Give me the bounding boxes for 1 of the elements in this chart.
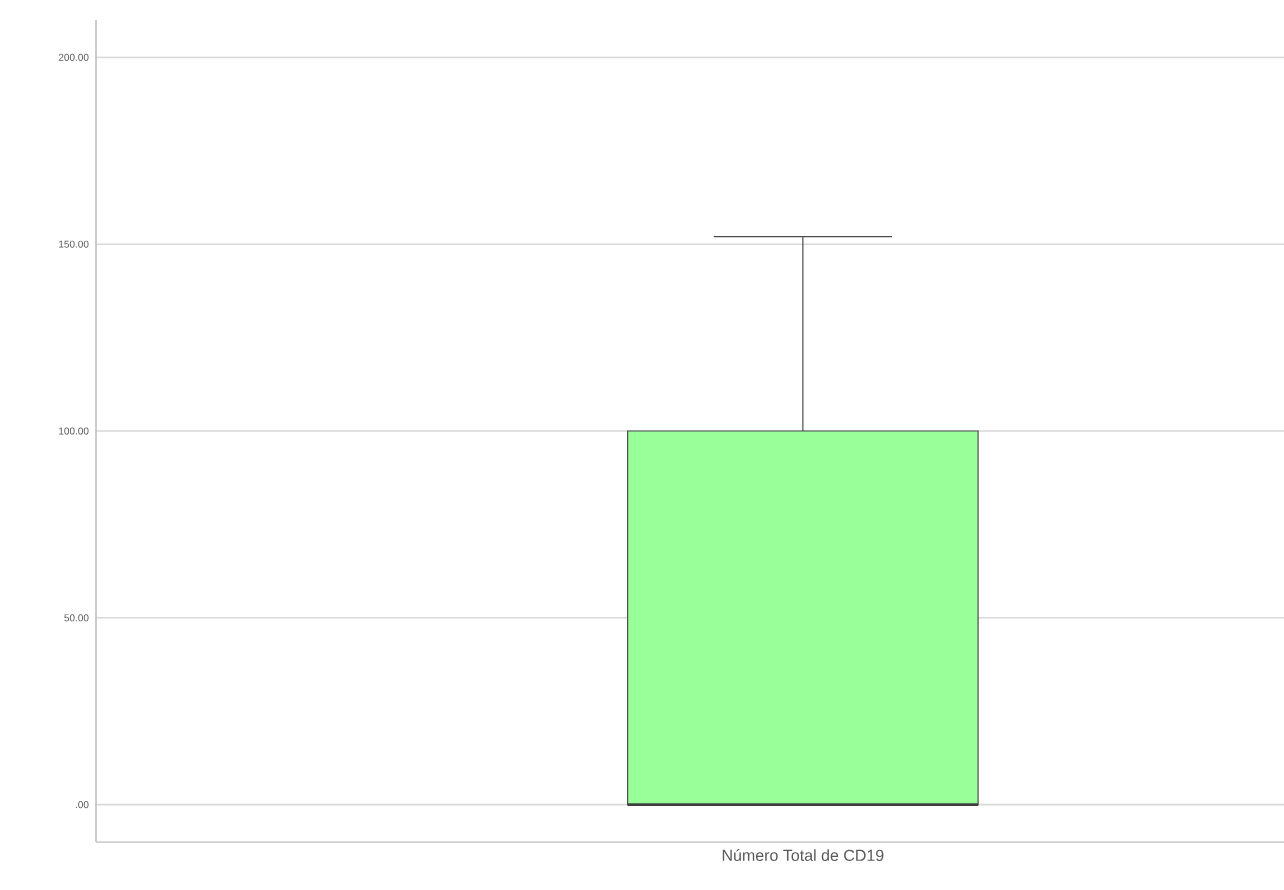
x-tick-label: Número Total de CD19: [722, 849, 884, 862]
